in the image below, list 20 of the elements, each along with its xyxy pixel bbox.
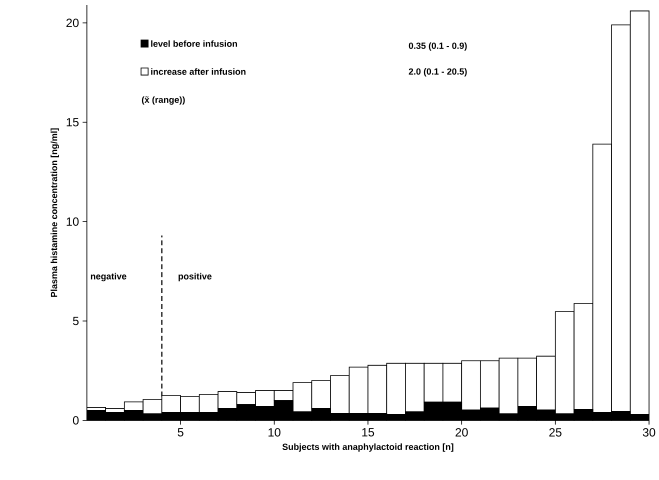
annotation: 2.0 (0.1 - 20.5) — [408, 68, 467, 76]
x-axis-title: Subjects with anaphylactoid reaction [n] — [282, 443, 454, 452]
y-tick-label: 15 — [66, 118, 79, 126]
legend-label: level before infusion — [151, 40, 238, 47]
x-tick-label: 10 — [268, 428, 280, 436]
x-tick-label: 20 — [456, 428, 468, 436]
y-tick-label: 0 — [72, 416, 79, 424]
y-tick-label: 20 — [66, 18, 79, 27]
y-tick-label: 5 — [72, 316, 79, 326]
x-tick-label: 30 — [642, 428, 656, 436]
annotation: (x̃ (range)) — [142, 96, 185, 105]
annotation: 0.35 (0.1 - 0.9) — [408, 42, 467, 51]
x-tick-label: 5 — [178, 428, 184, 436]
legend-label: increase after infusion — [151, 68, 246, 75]
y-axis-title: Plasma histamine concentration [ng/ml] — [50, 128, 60, 297]
y-tick-label: 10 — [66, 217, 79, 226]
x-tick-label: 15 — [362, 428, 374, 436]
x-tick-label: 25 — [549, 428, 562, 436]
annotation: positive — [178, 272, 212, 282]
annotation: negative — [90, 272, 126, 282]
